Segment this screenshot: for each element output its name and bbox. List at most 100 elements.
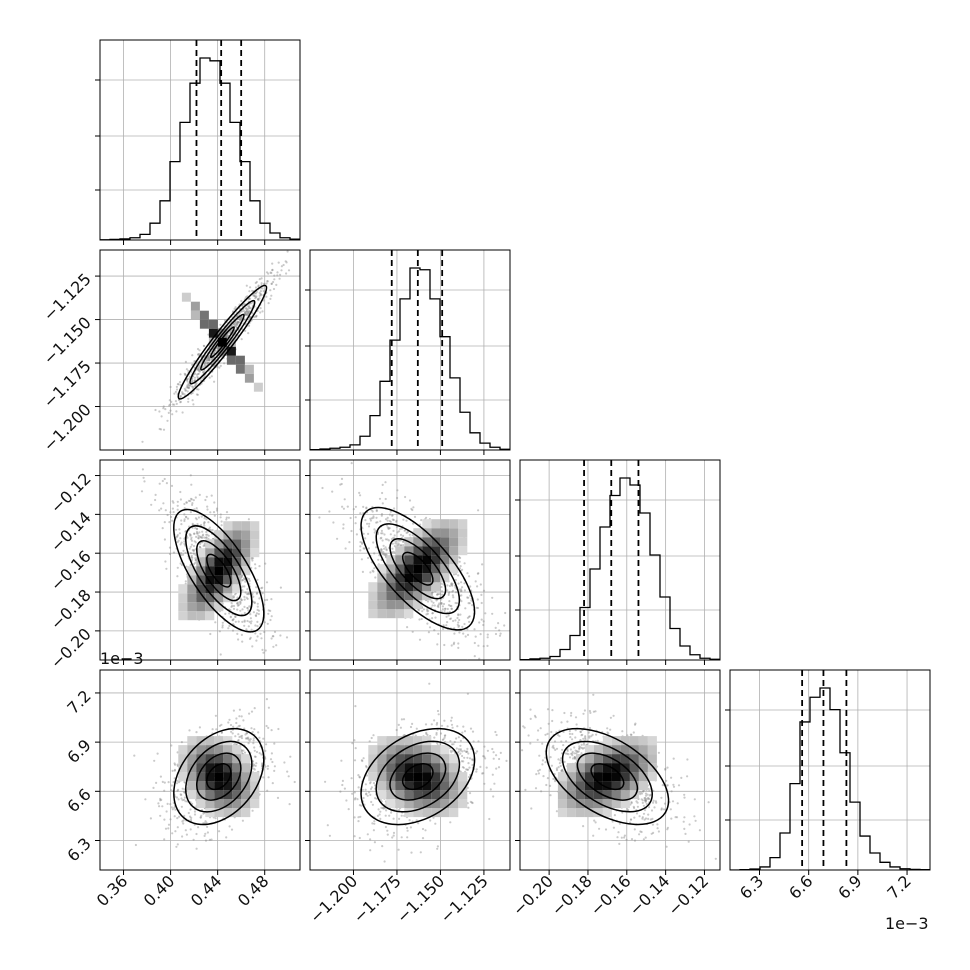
scatter-point [235,323,238,326]
scatter-point [197,368,200,371]
scatter-point [261,310,264,313]
scatter-point [166,513,169,517]
scatter-point [361,542,364,545]
scatter-point [273,742,276,745]
scatter-point [483,745,486,748]
density-cell [214,808,224,818]
scatter-point [237,601,240,604]
scatter-point [482,589,486,592]
scatter-point [228,624,231,628]
density-cell [196,763,206,773]
scatter-point [435,599,438,602]
scatter-point [162,405,165,408]
scatter-point [458,556,461,559]
scatter-point [276,796,280,800]
density-cell [395,555,405,565]
density-cell [404,564,414,574]
scatter-point [236,602,239,605]
scatter-point [218,366,221,369]
scatter-point [476,750,479,753]
scatter-point [192,544,196,548]
density-cell [223,790,233,800]
scatter-point [369,571,372,574]
density-cell [232,548,242,558]
scatter-point [209,529,212,532]
density-cell [205,763,215,773]
scatter-point [246,314,249,317]
density-cell [214,557,224,567]
scatter-point [257,731,260,734]
scatter-point [248,605,251,608]
scatter-point [181,787,184,790]
scatter-point [237,620,240,623]
scatter-point [244,580,247,583]
scatter-point [359,512,362,515]
scatter-point [190,380,193,384]
scatter-point [485,766,488,769]
density-cell [431,528,441,538]
density-cell [395,582,405,592]
scatter-point [454,591,458,594]
scatter-point [194,372,197,375]
scatter-point [307,646,309,648]
scatter-point [220,723,223,726]
density-cell [386,591,396,601]
scatter-point [357,786,360,789]
scatter-point [466,768,469,771]
scatter-point [459,613,462,616]
density-cell [232,530,242,540]
scatter-point [245,596,248,599]
scatter-point [235,321,238,324]
scatter-point [205,495,208,498]
scatter-point [390,811,393,814]
scatter-point [271,269,274,272]
scatter-point [267,272,270,275]
scatter-point [350,777,353,780]
scatter-point [345,799,348,802]
scatter-point [502,661,504,663]
scatter-point [471,763,474,767]
scatter-point [367,547,370,550]
density-cell [223,575,233,585]
density-cell [250,530,260,540]
scatter-point [179,373,182,376]
scatter-point [473,628,476,631]
scatter-point [225,518,228,521]
scatter-point [405,519,408,522]
scatter-point [469,727,473,730]
scatter-point [426,733,429,737]
scatter-point [198,535,201,538]
scatter-point [374,546,378,549]
scatter-point [185,501,188,504]
scatter-point [398,817,401,821]
scatter-point [386,516,389,520]
scatter-point [254,755,257,758]
scatter-point [460,581,463,584]
scatter-point [397,530,401,533]
scatter-point [411,508,414,512]
scatter-point [463,749,466,752]
panel-grid-2-2 [515,460,720,665]
scatter-point [177,781,181,784]
scatter-point [398,539,401,542]
scatter-point [455,747,458,750]
scatter-point [342,507,345,510]
scatter-point [157,802,160,805]
scatter-point [331,490,334,493]
density-cell [368,609,378,619]
scatter-point [255,586,258,589]
scatter-point [177,383,180,386]
scatter-point [454,601,457,605]
scatter-point [187,386,190,389]
scatter-point [215,509,219,512]
scatter-point [206,533,209,536]
scatter-point [391,514,394,517]
scatter-point [254,295,257,298]
density-cell [241,772,251,782]
density-cell [232,772,242,782]
scatter-point [412,522,415,525]
panel-frame-3-3 [729,669,931,871]
panel-grid-1-1 [305,250,510,455]
scatter-point [431,591,434,594]
density-cell [449,528,459,538]
